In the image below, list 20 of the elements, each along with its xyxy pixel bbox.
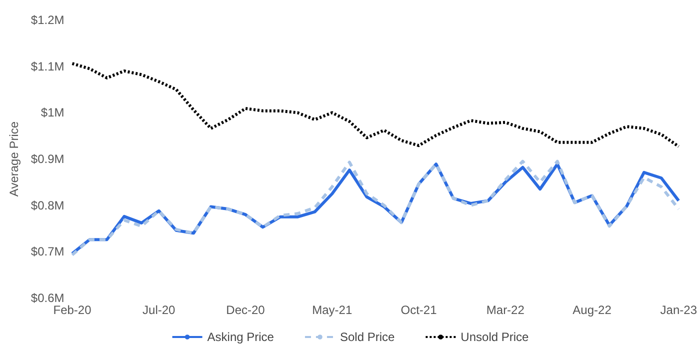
y-tick-label: $0.8M [30,198,64,212]
y-tick-label: $1.1M [30,59,64,74]
line-series [70,62,680,148]
x-tick-label: Mar-22 [486,303,525,317]
y-axis-title: Average Price [7,121,21,197]
y-tick-label: $0.9M [30,152,64,166]
x-tick-label: Aug-22 [572,303,612,317]
x-tick-label: Oct-21 [400,303,438,317]
y-tick-label: $0.7M [30,244,64,259]
y-tick-label: $1M [40,106,64,120]
legend-label: Asking Price [207,330,274,344]
y-tick-label: $0.6M [30,291,64,305]
legend-label: Unsold Price [460,330,530,344]
x-tick-label: May-21 [312,303,352,317]
y-tick-label: $1.2M [30,13,64,27]
x-tick-label: Dec-20 [226,303,266,317]
x-tick-label: Feb-20 [53,303,92,317]
x-tick-label: Jul-20 [142,303,176,317]
legend-label: Sold Price [340,330,396,344]
x-tick-label: Jan-23 [660,303,698,317]
